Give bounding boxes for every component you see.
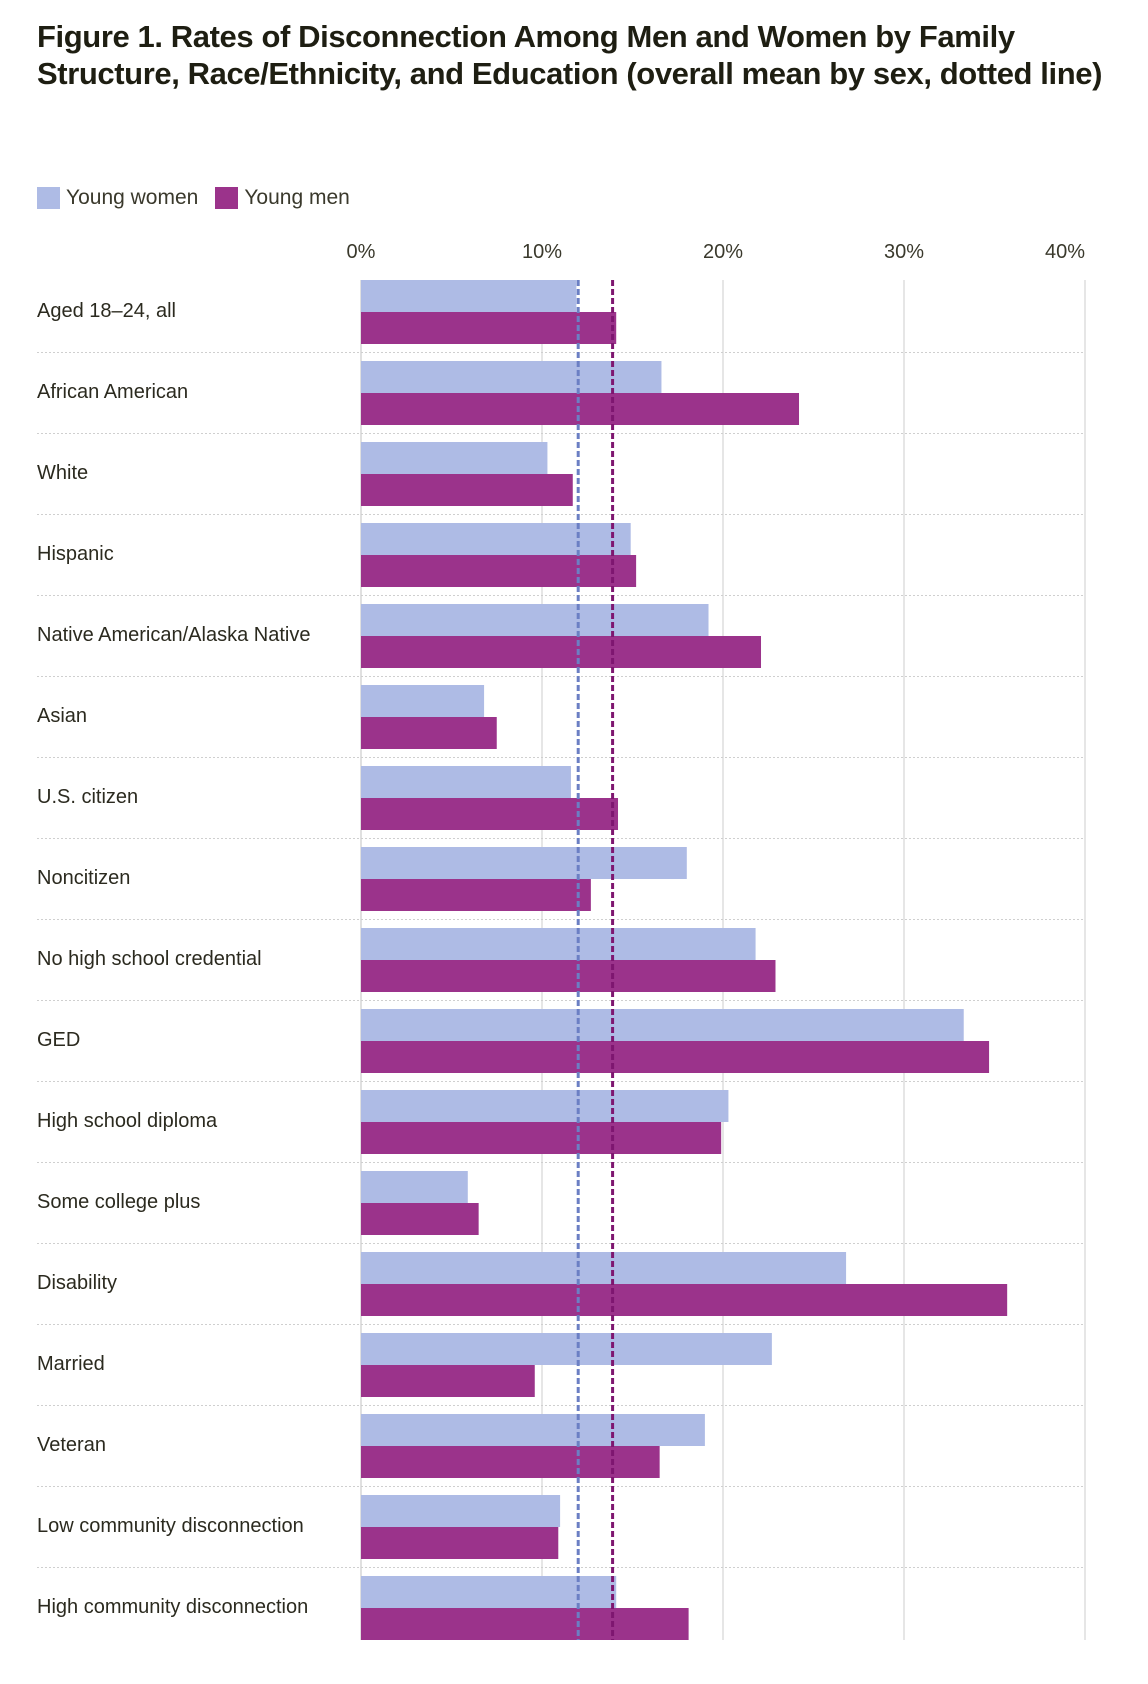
bar-young-men	[361, 1041, 990, 1073]
bar-young-women	[361, 442, 548, 474]
bar-young-women	[361, 1090, 729, 1122]
bar-young-women	[361, 280, 577, 312]
category-label: GED	[37, 1029, 80, 1051]
bar-young-men	[361, 1284, 1008, 1316]
bar-young-women	[361, 685, 485, 717]
bar-young-men	[361, 879, 591, 911]
x-tick-label: 20%	[703, 241, 743, 263]
bar-young-women	[361, 847, 687, 879]
category-label: No high school credential	[37, 948, 262, 970]
category-label: Disability	[37, 1272, 117, 1294]
category-label: Veteran	[37, 1434, 106, 1456]
bar-young-men	[361, 960, 776, 992]
bar-young-men	[361, 312, 617, 344]
x-tick-label: 10%	[522, 241, 562, 263]
bar-young-men	[361, 1203, 479, 1235]
category-label: Noncitizen	[37, 867, 130, 889]
bar-young-men	[361, 1122, 722, 1154]
chart-title: Figure 1. Rates of Disconnection Among M…	[37, 18, 1117, 92]
bars	[361, 280, 1008, 1640]
bar-young-men	[361, 717, 497, 749]
category-label: Hispanic	[37, 543, 114, 565]
bar-young-men	[361, 474, 573, 506]
title-text: Rates of Disconnection Among Men and Wom…	[37, 19, 1103, 91]
bar-young-men	[361, 555, 637, 587]
legend-label-men: Young men	[244, 186, 350, 209]
bar-young-men	[361, 636, 762, 668]
category-label: African American	[37, 381, 188, 403]
figure-number: Figure 1.	[37, 19, 163, 54]
category-labels: Aged 18–24, all African American White Hisp…	[37, 300, 310, 1618]
category-label: Some college plus	[37, 1191, 200, 1213]
bar-young-men	[361, 1365, 535, 1397]
legend-swatch-men	[215, 187, 239, 209]
x-tick-label: 40%	[1045, 241, 1085, 263]
row-separators	[37, 352, 1085, 1568]
bar-young-men	[361, 1608, 689, 1640]
legend-label-women: Young women	[66, 186, 199, 209]
category-label: Low community disconnection	[37, 1515, 304, 1537]
bar-young-women	[361, 1576, 617, 1608]
bar-young-women	[361, 1414, 705, 1446]
bar-young-women	[361, 604, 709, 636]
legend: Young women Young men	[37, 186, 367, 210]
category-label: Married	[37, 1353, 105, 1375]
legend-swatch-women	[37, 187, 60, 209]
mean-lines	[576, 280, 615, 1640]
category-label: U.S. citizen	[37, 786, 138, 808]
category-label: Asian	[37, 705, 87, 727]
bar-young-women	[361, 1252, 847, 1284]
category-label: High school diploma	[37, 1110, 218, 1132]
bar-young-women	[361, 1333, 772, 1365]
legend-item-women: Young women	[37, 186, 198, 210]
category-label: Native American/Alaska Native	[37, 624, 310, 646]
bar-young-women	[361, 1171, 468, 1203]
bar-young-women	[361, 361, 662, 393]
category-label: White	[37, 462, 88, 484]
bar-young-men	[361, 1527, 559, 1559]
bar-young-men	[361, 1446, 660, 1478]
x-axis: 0% 10% 20% 30% 40%	[347, 241, 1086, 263]
bar-young-women	[361, 1495, 561, 1527]
category-label: High community disconnection	[37, 1596, 308, 1618]
bar-young-men	[361, 798, 619, 830]
bar-young-women	[361, 1009, 964, 1041]
x-tick-label: 30%	[884, 241, 924, 263]
legend-item-men: Young men	[215, 186, 350, 210]
bar-young-women	[361, 766, 571, 798]
category-label: Aged 18–24, all	[37, 300, 176, 322]
x-tick-label: 0%	[347, 241, 376, 263]
bar-young-men	[361, 393, 800, 425]
bar-young-women	[361, 928, 756, 960]
bar-young-women	[361, 523, 631, 555]
